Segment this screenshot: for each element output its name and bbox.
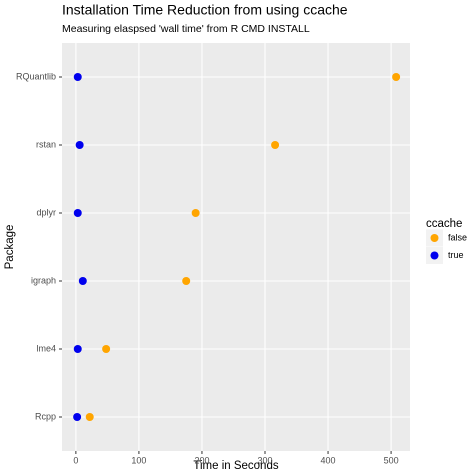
dot <box>73 209 82 217</box>
x-tick-label: 0 <box>73 455 78 465</box>
panel-background <box>62 43 410 451</box>
x-tick-label: 300 <box>257 455 272 465</box>
y-tick-label: lme4 <box>36 343 56 353</box>
dot <box>102 345 111 353</box>
y-axis-title: Package <box>4 225 16 270</box>
legend-label: true <box>448 250 464 260</box>
x-tick-label: 400 <box>321 455 336 465</box>
x-tick-label: 500 <box>384 455 399 465</box>
dot <box>73 413 82 421</box>
x-axis-title: Time in Seconds <box>193 460 278 472</box>
y-tick-label: RQuantlib <box>16 71 56 81</box>
dot <box>182 277 191 285</box>
dot <box>73 73 82 81</box>
y-tick-label: Rcpp <box>35 411 56 421</box>
dot <box>392 73 401 81</box>
dot <box>191 209 200 217</box>
legend-title: ccache <box>426 218 462 230</box>
dot <box>85 413 94 421</box>
dot <box>75 141 84 149</box>
y-tick-label: dplyr <box>36 207 56 217</box>
legend-marker <box>430 251 439 260</box>
legend-marker <box>430 234 439 242</box>
chart-title: Installation Time Reduction from using c… <box>62 2 348 18</box>
dot <box>73 345 82 353</box>
x-tick-label: 200 <box>194 455 209 465</box>
chart-subtitle: Measuring elaspsed 'wall time' from R CM… <box>62 23 310 35</box>
dot <box>78 277 87 285</box>
legend-label: false <box>448 232 467 242</box>
dot <box>271 141 280 149</box>
y-tick-label: rstan <box>36 139 56 149</box>
y-tick-label: igraph <box>31 275 56 285</box>
x-tick-label: 100 <box>131 455 146 465</box>
